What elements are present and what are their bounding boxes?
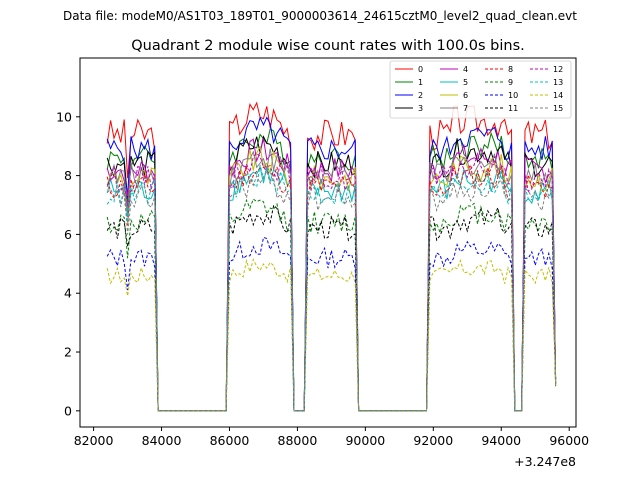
series-13-line <box>106 164 557 412</box>
x-tick-label: 82000 <box>74 433 114 448</box>
axes-frame <box>79 57 577 428</box>
series-15-line <box>106 169 557 412</box>
legend-label-7: 7 <box>463 104 468 113</box>
y-tick-label: 4 <box>64 286 72 301</box>
chart-title: Quadrant 2 module wise count rates with … <box>131 38 525 54</box>
x-tick-label: 92000 <box>413 433 453 448</box>
y-tick-label: 8 <box>64 168 72 183</box>
x-tick-label: 88000 <box>278 433 318 448</box>
legend-label-4: 4 <box>463 65 468 74</box>
legend-label-6: 6 <box>463 91 468 100</box>
series-layer <box>106 101 557 412</box>
legend-label-8: 8 <box>508 65 513 74</box>
y-tick-label: 2 <box>64 345 72 360</box>
suptitle: Data file: modeM0/AS1T03_189T01_90000036… <box>63 9 577 23</box>
x-tick-label: 94000 <box>481 433 521 448</box>
legend-label-12: 12 <box>553 65 563 74</box>
legend-box <box>389 60 572 119</box>
legend-label-3: 3 <box>418 104 423 113</box>
x-offset-label: +3.247e8 <box>514 454 576 469</box>
legend-label-0: 0 <box>418 65 423 74</box>
legend-label-13: 13 <box>553 78 563 87</box>
legend-label-5: 5 <box>463 78 468 87</box>
legend-label-9: 9 <box>508 78 513 87</box>
x-tick-label: 90000 <box>345 433 385 448</box>
x-tick-label: 86000 <box>210 433 250 448</box>
y-tick-label: 0 <box>64 403 72 418</box>
x-axis: 82000 84000 86000 88000 90000 92000 94000 96000 <box>74 427 589 448</box>
x-tick-label: 84000 <box>142 433 182 448</box>
legend-label-11: 11 <box>508 104 518 113</box>
legend-label-2: 2 <box>418 91 423 100</box>
legend-label-14: 14 <box>553 91 563 100</box>
legend-label-1: 1 <box>418 78 423 87</box>
y-tick-label: 6 <box>64 227 72 242</box>
y-axis: 0 2 4 6 8 10 <box>56 109 80 418</box>
y-tick-label: 10 <box>56 109 72 124</box>
plot-area: 82000 84000 86000 88000 90000 92000 94000 96000… <box>56 57 589 448</box>
legend-label-10: 10 <box>508 91 518 100</box>
series-11-line <box>106 205 557 412</box>
x-tick-label: 96000 <box>549 433 589 448</box>
legend-label-15: 15 <box>553 104 563 113</box>
